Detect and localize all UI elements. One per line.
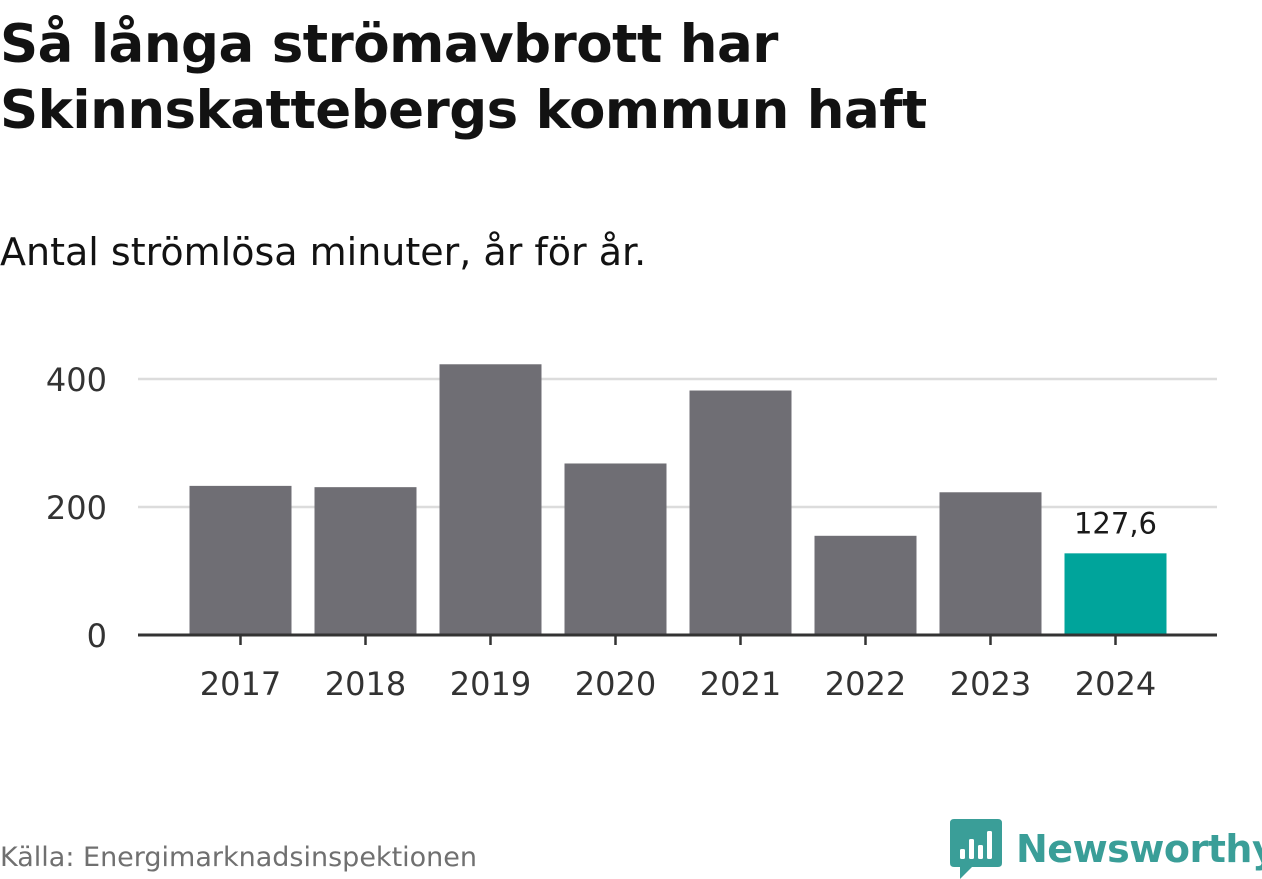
x-tick-label-2021: 2021 — [700, 665, 781, 703]
bar-2021 — [689, 390, 792, 635]
x-tick-label-2019: 2019 — [450, 665, 531, 703]
bar-2020 — [564, 463, 667, 635]
chart-title-line-1: Så långa strömavbrott har — [0, 14, 778, 75]
labels: 0 200 400 2017 2018 2019 2020 2021 2022 2023 2024 1… — [46, 361, 1157, 703]
chart-title: Så långa strömavbrott har Skinnskatteber… — [0, 12, 1240, 144]
bar-2019 — [439, 364, 542, 635]
bar-2018 — [314, 487, 417, 635]
brand-name: Newsworthy — [1016, 827, 1262, 871]
bars — [189, 364, 1167, 635]
x-tick-label-2017: 2017 — [200, 665, 281, 703]
y-tick-label-0: 0 — [87, 617, 107, 655]
bar-2017 — [189, 485, 292, 635]
source-note: Källa: Energimarknadsinspektionen — [0, 842, 478, 873]
chart-title-line-2: Skinnskattebergs kommun haft — [0, 80, 927, 141]
data-label-2024: 127,6 — [1074, 506, 1157, 540]
newsworthy-logo-icon — [950, 819, 1002, 879]
bar-2022 — [814, 535, 917, 635]
y-tick-label-400: 400 — [46, 361, 107, 399]
x-tick-label-2020: 2020 — [575, 665, 656, 703]
y-tick-label-200: 200 — [46, 489, 107, 527]
x-tick-label-2022: 2022 — [825, 665, 906, 703]
axes — [138, 633, 1217, 645]
x-tick-label-2023: 2023 — [950, 665, 1031, 703]
newsworthy-brand: Newsworthy — [950, 818, 1262, 879]
bar-2023 — [939, 492, 1042, 635]
x-tick-label-2024: 2024 — [1075, 665, 1156, 703]
x-tick-label-2018: 2018 — [325, 665, 406, 703]
bar-2024 — [1064, 553, 1167, 635]
gridlines — [138, 377, 1217, 509]
chart-subtitle: Antal strömlösa minuter, år för år. — [0, 230, 647, 274]
